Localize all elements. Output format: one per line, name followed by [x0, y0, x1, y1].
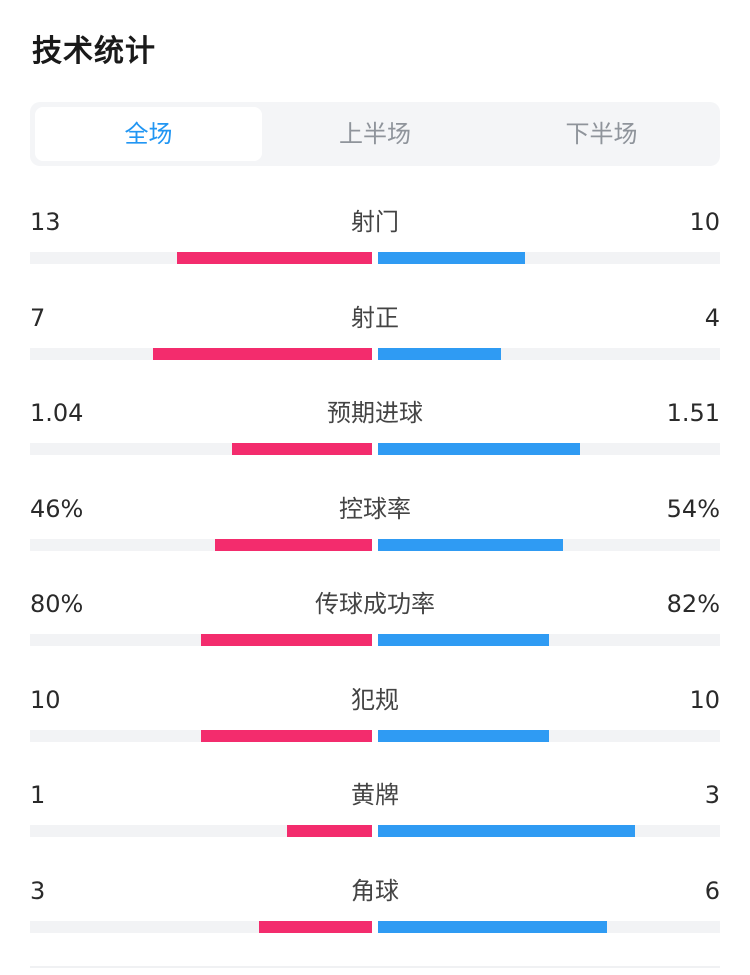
away-bar-track — [378, 443, 720, 455]
home-bar-track — [30, 730, 372, 742]
home-bar — [201, 634, 372, 646]
stat-label: 传球成功率 — [315, 590, 435, 618]
away-bar-track — [378, 348, 720, 360]
home-bar-track — [30, 539, 372, 551]
stat-label: 犯规 — [351, 686, 399, 714]
home-bar-track — [30, 348, 372, 360]
away-bar — [378, 825, 635, 837]
home-bar — [177, 252, 372, 264]
stat-row: 1.04 预期进球 1.51 — [30, 391, 720, 471]
stat-row: 46% 控球率 54% — [30, 487, 720, 567]
home-bar — [214, 539, 372, 551]
away-bar — [378, 348, 502, 360]
home-bar — [286, 825, 372, 837]
stat-home-value: 7 — [30, 304, 46, 332]
stat-label: 黄牌 — [351, 781, 399, 809]
stat-row: 10 犯规 10 — [30, 678, 720, 758]
stat-row: 1 黄牌 3 — [30, 773, 720, 853]
away-bar — [378, 252, 526, 264]
stat-home-value: 10 — [30, 686, 61, 714]
stat-home-value: 3 — [30, 877, 46, 905]
away-bar — [378, 443, 580, 455]
home-bar-track — [30, 252, 372, 264]
away-bar — [378, 539, 563, 551]
away-bar-track — [378, 921, 720, 933]
home-bar-track — [30, 921, 372, 933]
stat-row: 7 射正 4 — [30, 296, 720, 376]
away-bar — [378, 634, 549, 646]
stat-row: 3 角球 6 — [30, 869, 720, 949]
stat-away-value: 10 — [689, 208, 720, 236]
period-tabs: 全场 上半场 下半场 — [30, 102, 720, 166]
home-bar — [231, 443, 372, 455]
stat-row: 80% 传球成功率 82% — [30, 582, 720, 662]
stat-home-value: 1 — [30, 781, 46, 809]
home-bar — [201, 730, 372, 742]
tab-full-match[interactable]: 全场 — [35, 107, 262, 161]
home-bar — [153, 348, 372, 360]
stat-away-value: 3 — [704, 781, 720, 809]
stat-label: 控球率 — [339, 495, 411, 523]
stat-home-value: 1.04 — [30, 399, 84, 427]
stat-away-value: 4 — [704, 304, 720, 332]
away-bar-track — [378, 825, 720, 837]
bottom-divider — [30, 966, 720, 968]
away-bar — [378, 730, 549, 742]
stat-home-value: 13 — [30, 208, 61, 236]
stat-home-value: 80% — [30, 590, 84, 618]
away-bar-track — [378, 634, 720, 646]
home-bar — [259, 921, 372, 933]
stat-away-value: 6 — [704, 877, 720, 905]
home-bar-track — [30, 634, 372, 646]
stat-label: 角球 — [351, 877, 399, 905]
stat-label: 预期进球 — [327, 399, 423, 427]
stat-away-value: 10 — [689, 686, 720, 714]
stat-label: 射正 — [351, 304, 399, 332]
page-title: 技术统计 — [32, 34, 156, 69]
away-bar — [378, 921, 608, 933]
tab-first-half[interactable]: 上半场 — [339, 120, 411, 148]
tab-second-half[interactable]: 下半场 — [565, 120, 638, 148]
stat-away-value: 54% — [666, 495, 720, 523]
stat-away-value: 82% — [666, 590, 720, 618]
stat-row: 13 射门 10 — [30, 200, 720, 280]
home-bar-track — [30, 443, 372, 455]
stat-home-value: 46% — [30, 495, 84, 523]
away-bar-track — [378, 539, 720, 551]
stat-label: 射门 — [351, 208, 399, 236]
away-bar-track — [378, 730, 720, 742]
stat-away-value: 1.51 — [666, 399, 720, 427]
home-bar-track — [30, 825, 372, 837]
away-bar-track — [378, 252, 720, 264]
